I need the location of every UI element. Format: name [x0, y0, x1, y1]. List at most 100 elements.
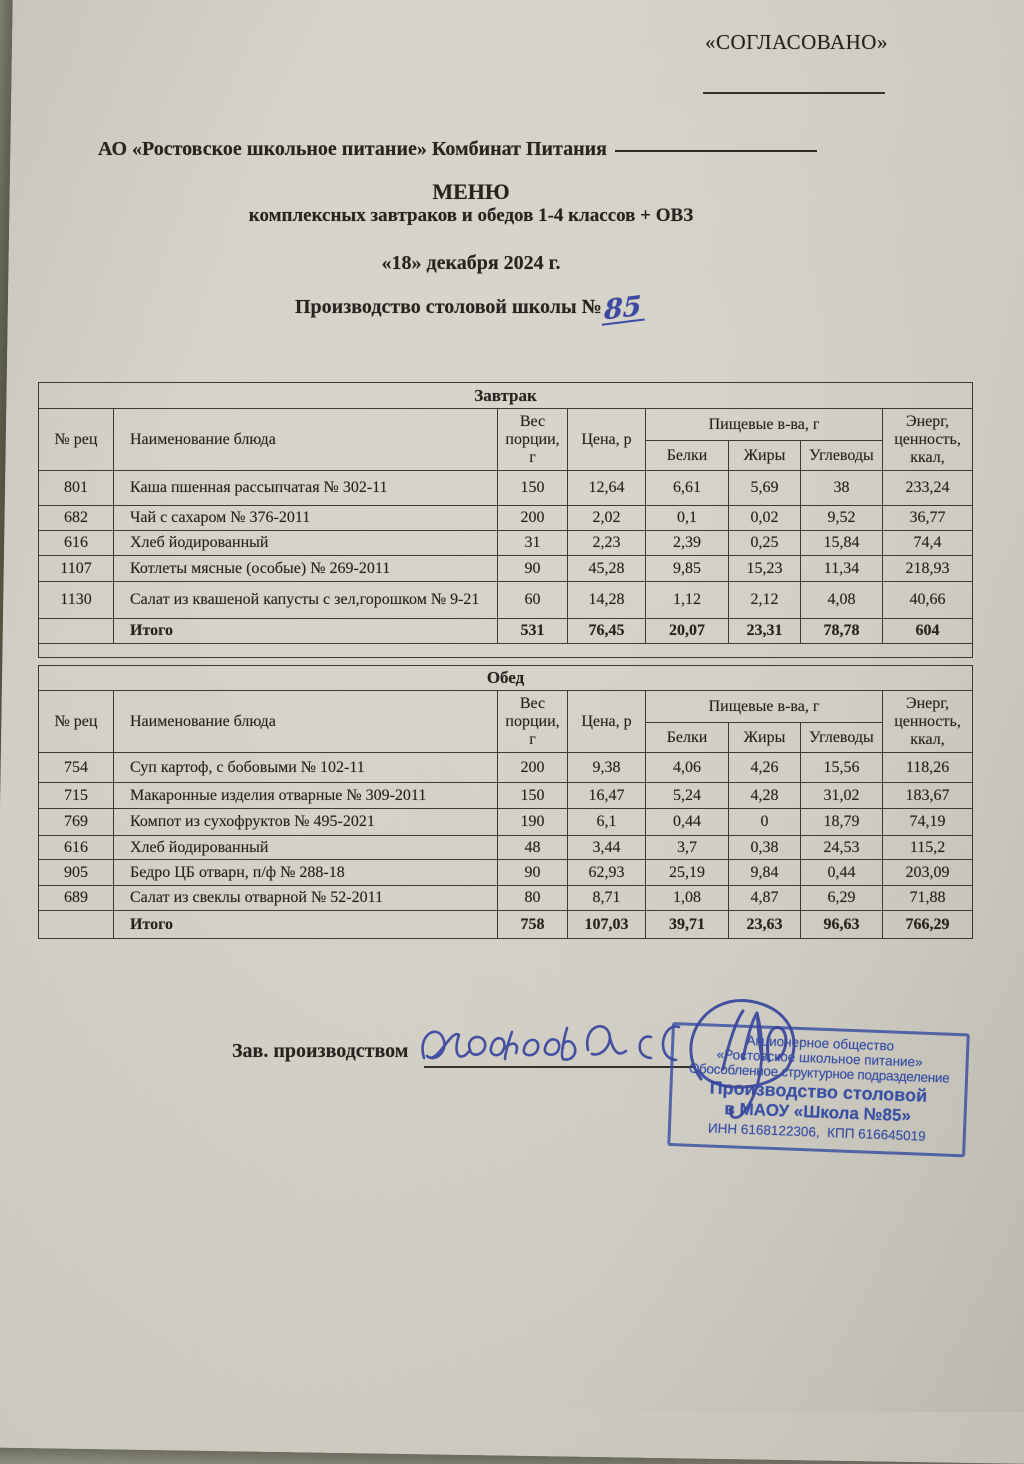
- cell-carbs: 24,53: [800, 835, 883, 860]
- cell-carbs: 6,29: [800, 885, 883, 911]
- cell-price: 8,71: [567, 885, 646, 911]
- menu-row: 801 Каша пшенная рассыпчатая № 302-11 150 1…: [38, 470, 974, 506]
- cell-protein: 9,85: [645, 555, 729, 582]
- cell-carbs: 31,02: [800, 782, 883, 809]
- cell-energy: 74,19: [881, 808, 974, 836]
- total-cell: 107,03: [567, 910, 646, 939]
- cell-rec: 801: [38, 470, 114, 506]
- cell-energy: 71,88: [881, 885, 974, 911]
- col-header-fat: Жиры: [728, 722, 801, 753]
- blank-row: [37, 643, 974, 658]
- cell-carbs: 9,52: [800, 505, 883, 531]
- cell-fat: 15,23: [728, 555, 801, 582]
- menu-row: 905 Бедро ЦБ отварн, п/ф № 288-18 90 62,93 2…: [38, 859, 974, 886]
- organization-blank-line: [614, 150, 817, 152]
- cell-price: 2,23: [567, 530, 646, 556]
- breakfast-table: Завтрак № рец Наименование блюда Вес пор…: [37, 382, 974, 658]
- cell-fat: 0,02: [728, 505, 801, 531]
- total-cell: 766,29: [881, 910, 974, 939]
- handwritten-signature: [421, 999, 796, 1119]
- cell-weight: 31: [497, 530, 568, 556]
- cell-dish: Суп картоф, с бобовыми № 102-11: [113, 752, 498, 783]
- total-cell: [38, 910, 114, 939]
- cell-energy: 40,66: [881, 581, 974, 619]
- menu-row: 616 Хлеб йодированный 31 2,23 2,39 0,25 15,84 7…: [38, 530, 974, 556]
- col-header-dish: Наименование блюда: [113, 690, 498, 753]
- total-cell: 23,31: [728, 618, 801, 644]
- cell-rec: 769: [38, 808, 114, 836]
- menu-title: МЕНЮ: [432, 179, 510, 204]
- total-label: Итого: [113, 910, 498, 939]
- menu-row: 769 Компот из сухофруктов № 495-2021 190 6,…: [38, 808, 974, 836]
- section-title: Завтрак: [37, 382, 974, 409]
- cell-dish: Салат из свеклы отварной № 52-2011: [113, 885, 498, 911]
- total-cell: 76,45: [567, 618, 646, 644]
- lunch-table: Обед № рец Наименование блюда Вес порции…: [37, 665, 974, 939]
- col-header-nutrients: Пищевые в-ва, г: [645, 690, 883, 723]
- cell-price: 62,93: [567, 859, 646, 886]
- total-cell: 96,63: [800, 910, 883, 939]
- total-cell: 604: [881, 618, 974, 644]
- school-line: Производство столовой школы №85: [295, 291, 645, 326]
- menu-row: 1130 Салат из квашеной капусты с зел,горо…: [38, 581, 974, 619]
- cell-weight: 150: [497, 782, 568, 809]
- signature-label: Зав. производством: [232, 1040, 409, 1062]
- cell-price: 6,1: [567, 808, 646, 836]
- menu-row: 689 Салат из свеклы отварной № 52-2011 80 8…: [38, 885, 974, 911]
- cell-price: 3,44: [567, 835, 646, 860]
- total-cell: 20,07: [645, 618, 729, 644]
- col-header-energy: Энерг, ценность, ккал,: [881, 690, 974, 753]
- cell-protein: 2,39: [645, 530, 729, 556]
- cell-price: 14,28: [567, 581, 646, 619]
- cell-carbs: 15,84: [800, 530, 883, 556]
- approval-label: «СОГЛАСОВАНО»: [705, 30, 888, 54]
- cell-dish: Чай с сахаром № 376-2011: [113, 505, 498, 531]
- menu-document: «СОГЛАСОВАНО» АО «Ростовское школьное пи…: [37, 30, 974, 1158]
- col-header-carbs: Углеводы: [800, 440, 883, 471]
- cell-energy: 115,2: [881, 835, 974, 860]
- total-cell: 39,71: [645, 910, 729, 939]
- cell-weight: 190: [497, 808, 568, 836]
- cell-protein: 0,44: [645, 808, 729, 836]
- cell-carbs: 38: [800, 470, 883, 506]
- cell-carbs: 18,79: [800, 808, 883, 836]
- cell-rec: 1130: [38, 581, 114, 619]
- total-cell: 531: [497, 618, 568, 644]
- col-header-carbs: Углеводы: [800, 722, 883, 753]
- cell-dish: Котлеты мясные (особые) № 269-2011: [113, 555, 498, 582]
- cell-rec: 754: [38, 752, 114, 783]
- cell-energy: 74,4: [881, 530, 974, 556]
- menu-row: 754 Суп картоф, с бобовыми № 102-11 200 9,3…: [38, 752, 974, 783]
- cell-fat: 0,25: [728, 530, 801, 556]
- cell-weight: 48: [497, 835, 568, 860]
- total-label: Итого: [113, 618, 498, 644]
- cell-fat: 5,69: [728, 470, 801, 506]
- school-line-text: Производство столовой школы №: [295, 296, 602, 318]
- col-header-weight: Вес порции, г: [497, 408, 568, 471]
- cell-energy: 203,09: [881, 859, 974, 886]
- cell-price: 12,64: [567, 470, 646, 506]
- cell-rec: 689: [38, 885, 114, 911]
- col-header-protein: Белки: [645, 722, 729, 753]
- cell-weight: 90: [497, 555, 568, 582]
- cell-fat: 0,38: [728, 835, 801, 860]
- col-header-dish: Наименование блюда: [113, 408, 498, 471]
- cell-dish: Компот из сухофруктов № 495-2021: [113, 808, 498, 836]
- cell-energy: 233,24: [881, 470, 974, 506]
- cell-protein: 0,1: [645, 505, 729, 531]
- menu-row: 715 Макаронные изделия отварные № 309-201…: [38, 782, 974, 809]
- cell-fat: 0: [728, 808, 801, 836]
- cell-carbs: 0,44: [800, 859, 883, 886]
- cell-dish: Салат из квашеной капусты с зел,горошком…: [113, 581, 498, 619]
- cell-energy: 183,67: [881, 782, 974, 809]
- cell-protein: 4,06: [645, 752, 729, 783]
- cell-weight: 150: [497, 470, 568, 506]
- cell-fat: 9,84: [728, 859, 801, 886]
- total-cell: 78,78: [800, 618, 883, 644]
- total-cell: [38, 618, 114, 644]
- cell-dish: Бедро ЦБ отварн, п/ф № 288-18: [113, 859, 498, 886]
- organization-line: АО «Ростовское школьное питание» Комбина…: [98, 138, 817, 161]
- col-header-rec: № рец: [38, 690, 114, 753]
- cell-protein: 25,19: [645, 859, 729, 886]
- approval-signature-line: [703, 92, 885, 94]
